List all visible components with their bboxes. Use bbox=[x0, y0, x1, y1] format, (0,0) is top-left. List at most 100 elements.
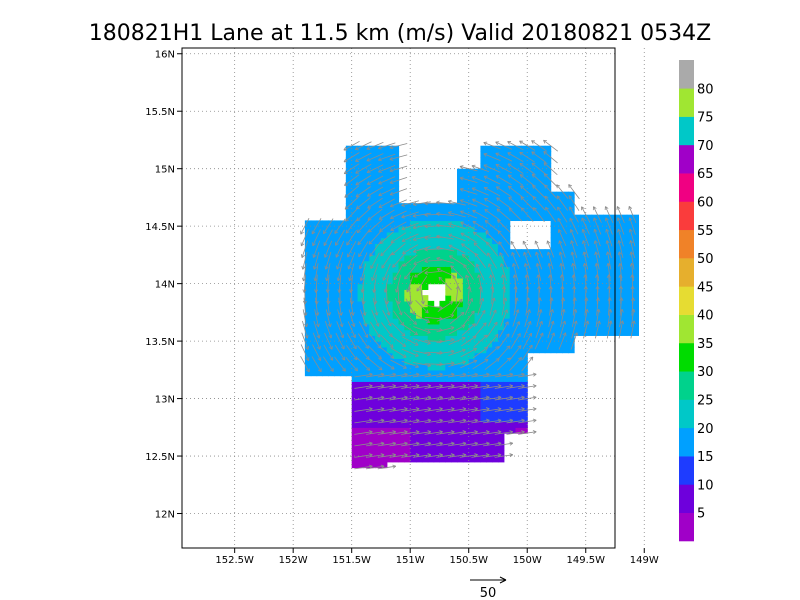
wind-vector-head bbox=[378, 216, 383, 220]
wind-vector-head bbox=[436, 257, 441, 261]
wind-cell bbox=[556, 254, 563, 262]
wind-cell bbox=[521, 266, 528, 273]
wind-cell bbox=[339, 352, 347, 359]
wind-cell bbox=[609, 300, 616, 308]
wind-cell bbox=[421, 410, 429, 417]
wind-cell bbox=[410, 450, 417, 457]
wind-cell bbox=[585, 272, 593, 279]
wind-vector-head bbox=[345, 229, 350, 234]
y-tick-label: 12.5N bbox=[145, 452, 175, 463]
wind-cell bbox=[363, 369, 370, 377]
wind-cell bbox=[538, 295, 546, 302]
wind-cell bbox=[380, 387, 388, 394]
wind-vector bbox=[619, 274, 622, 293]
wind-cell bbox=[357, 214, 364, 222]
wind-vector-head bbox=[378, 192, 383, 197]
wind-cell bbox=[457, 237, 464, 245]
wind-vector bbox=[366, 431, 385, 435]
wind-cell bbox=[474, 272, 482, 279]
wind-vector-head bbox=[360, 289, 365, 293]
wind-vector bbox=[506, 396, 525, 401]
wind-vector bbox=[494, 431, 513, 435]
wind-cell bbox=[427, 438, 435, 446]
wind-cell bbox=[380, 174, 388, 181]
wind-cell bbox=[392, 375, 400, 382]
wind-cell bbox=[527, 260, 534, 267]
wind-vector-head bbox=[355, 205, 360, 210]
wind-vector bbox=[448, 200, 466, 206]
wind-cell bbox=[480, 226, 487, 233]
wind-vector bbox=[509, 345, 522, 360]
wind-cell bbox=[322, 346, 329, 354]
wind-cell bbox=[486, 162, 493, 170]
wind-vector-head bbox=[367, 193, 371, 197]
wind-cell bbox=[562, 191, 569, 199]
wind-cell bbox=[615, 254, 622, 262]
wind-cell bbox=[433, 203, 441, 210]
wind-vector-head bbox=[404, 275, 408, 280]
wind-cell bbox=[345, 266, 353, 273]
wind-cell bbox=[480, 237, 487, 245]
wind-cell bbox=[503, 312, 511, 319]
wind-cell bbox=[345, 277, 353, 285]
wind-cell bbox=[533, 151, 540, 158]
wind-cell bbox=[445, 214, 452, 222]
wind-cell bbox=[404, 214, 411, 222]
wind-vector bbox=[378, 176, 396, 185]
wind-cell bbox=[474, 266, 482, 273]
wind-vector bbox=[560, 297, 564, 316]
wind-vector-head bbox=[378, 366, 383, 371]
wind-cell bbox=[369, 410, 376, 417]
wind-cell bbox=[615, 249, 622, 256]
wind-vector-head bbox=[406, 288, 411, 293]
wind-cell bbox=[363, 272, 370, 279]
wind-cell bbox=[556, 208, 563, 216]
wind-cell bbox=[538, 214, 546, 222]
wind-cell bbox=[632, 243, 639, 250]
wind-vector bbox=[412, 442, 431, 447]
wind-cell bbox=[445, 369, 452, 377]
wind-cell bbox=[462, 174, 470, 181]
wind-cell bbox=[398, 444, 405, 451]
wind-cell bbox=[375, 289, 382, 296]
wind-cell bbox=[433, 323, 441, 331]
wind-cell bbox=[521, 346, 528, 354]
wind-cell bbox=[486, 404, 493, 411]
wind-cell bbox=[416, 272, 423, 279]
wind-cell bbox=[626, 231, 634, 239]
wind-vector-head bbox=[581, 206, 585, 211]
wind-cell bbox=[404, 318, 411, 325]
wind-vector-head bbox=[506, 357, 511, 362]
wind-cell bbox=[386, 398, 394, 405]
wind-cell bbox=[410, 427, 417, 434]
wind-vector-head bbox=[496, 197, 501, 202]
wind-cell bbox=[398, 272, 405, 279]
wind-cell bbox=[351, 226, 359, 233]
wind-vector bbox=[607, 251, 612, 270]
wind-cell bbox=[620, 289, 628, 296]
wind-cell bbox=[410, 433, 417, 440]
wind-vector bbox=[355, 175, 372, 186]
wind-vector-head bbox=[414, 273, 418, 278]
wind-cell bbox=[375, 398, 382, 405]
wind-cell bbox=[527, 180, 534, 187]
wind-vector-head bbox=[305, 346, 309, 350]
wind-cell bbox=[533, 157, 540, 164]
wind-vector-head bbox=[532, 384, 537, 389]
wind-vector-head bbox=[346, 241, 350, 246]
wind-vector-head bbox=[389, 145, 394, 150]
wind-vector-head bbox=[517, 345, 522, 349]
wind-cell bbox=[515, 341, 522, 348]
wind-cell bbox=[433, 427, 441, 434]
wind-vector-head bbox=[459, 187, 464, 192]
wind-vector bbox=[525, 274, 529, 293]
wind-vector bbox=[483, 175, 501, 185]
wind-vector-head bbox=[493, 321, 498, 326]
wind-cell bbox=[375, 456, 382, 463]
wind-vector-head bbox=[424, 259, 428, 264]
wind-vector-head bbox=[462, 348, 466, 353]
wind-cell bbox=[363, 203, 370, 210]
wind-cell bbox=[375, 174, 382, 181]
wind-cell bbox=[480, 387, 487, 394]
wind-cell bbox=[509, 214, 517, 222]
